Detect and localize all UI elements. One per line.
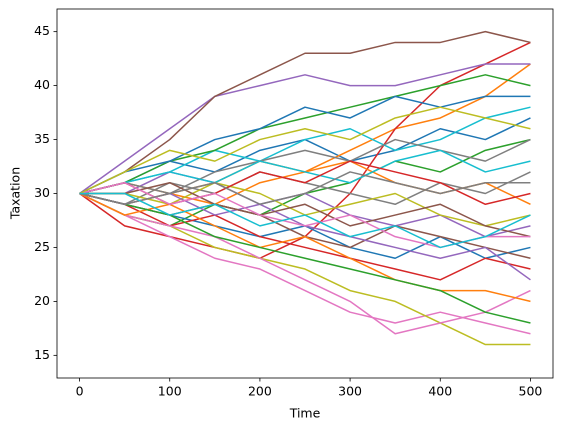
y-axis-label: Taxation [8,167,23,220]
series-line [79,192,531,249]
series-line [79,171,531,206]
x-tick-label: 500 [519,384,543,399]
y-tick-label: 40 [34,77,50,92]
y-tick-label: 20 [34,293,50,308]
series-line [79,192,531,324]
y-tick-label: 15 [34,347,50,362]
x-tick-label: 200 [248,384,272,399]
y-tick-label: 25 [34,239,50,254]
series-line [79,138,531,195]
y-tick-label: 35 [34,131,50,146]
x-tick-label: 300 [338,384,362,399]
series-line [79,106,531,195]
series-line [79,30,531,195]
y-tick-label: 30 [34,185,50,200]
series-line [79,149,531,195]
series-line [79,63,531,195]
series-line [79,192,531,335]
series-line [79,181,531,238]
series-line [79,192,531,335]
series-line [79,95,531,195]
x-axis-label: Time [289,406,321,421]
series-line [79,74,531,195]
y-tick-label: 45 [34,23,50,38]
x-tick-label: 100 [158,384,182,399]
series-line [79,192,531,281]
x-tick-label: 400 [428,384,452,399]
x-tick-label: 0 [76,384,84,399]
